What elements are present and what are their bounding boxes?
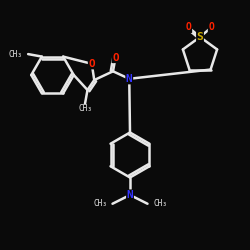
Text: CH₃: CH₃ xyxy=(153,199,167,208)
Text: N: N xyxy=(126,74,132,84)
Text: CH₃: CH₃ xyxy=(93,199,107,208)
Text: O: O xyxy=(208,22,214,32)
Text: O: O xyxy=(112,52,119,62)
Text: CH₃: CH₃ xyxy=(9,50,23,58)
Text: CH₃: CH₃ xyxy=(78,104,92,113)
Text: N: N xyxy=(127,190,134,200)
Text: S: S xyxy=(196,32,203,42)
Text: O: O xyxy=(186,22,192,32)
Text: O: O xyxy=(88,59,95,69)
